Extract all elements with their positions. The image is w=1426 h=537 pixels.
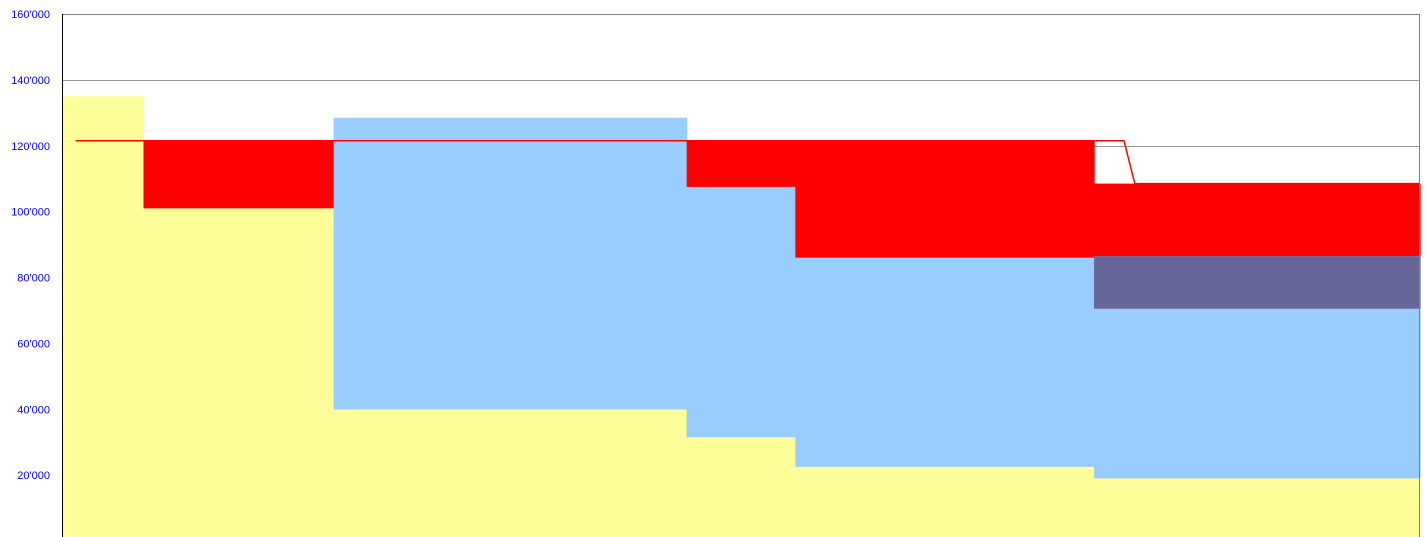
segment-3-layer-1 bbox=[686, 186, 796, 438]
y-tick-label-2: 40'000 bbox=[17, 404, 50, 416]
y-axis-tick-labels: 020'00040'00060'00080'000100'000120'0001… bbox=[11, 9, 50, 537]
segment-2-layer-1 bbox=[333, 117, 688, 410]
segment-1-layer-1 bbox=[143, 140, 335, 209]
y-tick-label-6: 120'000 bbox=[11, 141, 50, 153]
y-tick-label-4: 80'000 bbox=[17, 273, 50, 285]
y-tick-label-3: 60'000 bbox=[17, 338, 50, 350]
segment-5-layer-0 bbox=[1094, 478, 1421, 537]
y-tick-label-8: 160'000 bbox=[11, 9, 50, 21]
segment-3-layer-2 bbox=[686, 140, 796, 187]
segment-4-layer-2 bbox=[795, 140, 1095, 258]
segment-4-layer-1 bbox=[795, 257, 1095, 467]
y-tick-label-7: 140'000 bbox=[11, 75, 50, 87]
segment-5-layer-2 bbox=[1094, 256, 1421, 309]
segment-4-layer-0 bbox=[795, 466, 1095, 537]
line-series-layer bbox=[75, 140, 1420, 185]
line-series bbox=[75, 140, 1420, 185]
segment-5-layer-3 bbox=[1094, 183, 1421, 257]
y-tick-label-1: 20'000 bbox=[17, 470, 50, 482]
segment-5-layer-1 bbox=[1094, 308, 1421, 479]
plot-frame bbox=[62, 14, 1420, 537]
segment-0-layer-0 bbox=[62, 96, 145, 537]
area-segments bbox=[62, 96, 1421, 537]
y-tick-label-5: 100'000 bbox=[11, 207, 50, 219]
segment-3-layer-0 bbox=[686, 437, 796, 537]
segment-1-layer-0 bbox=[143, 208, 335, 537]
segment-2-layer-0 bbox=[333, 409, 688, 537]
